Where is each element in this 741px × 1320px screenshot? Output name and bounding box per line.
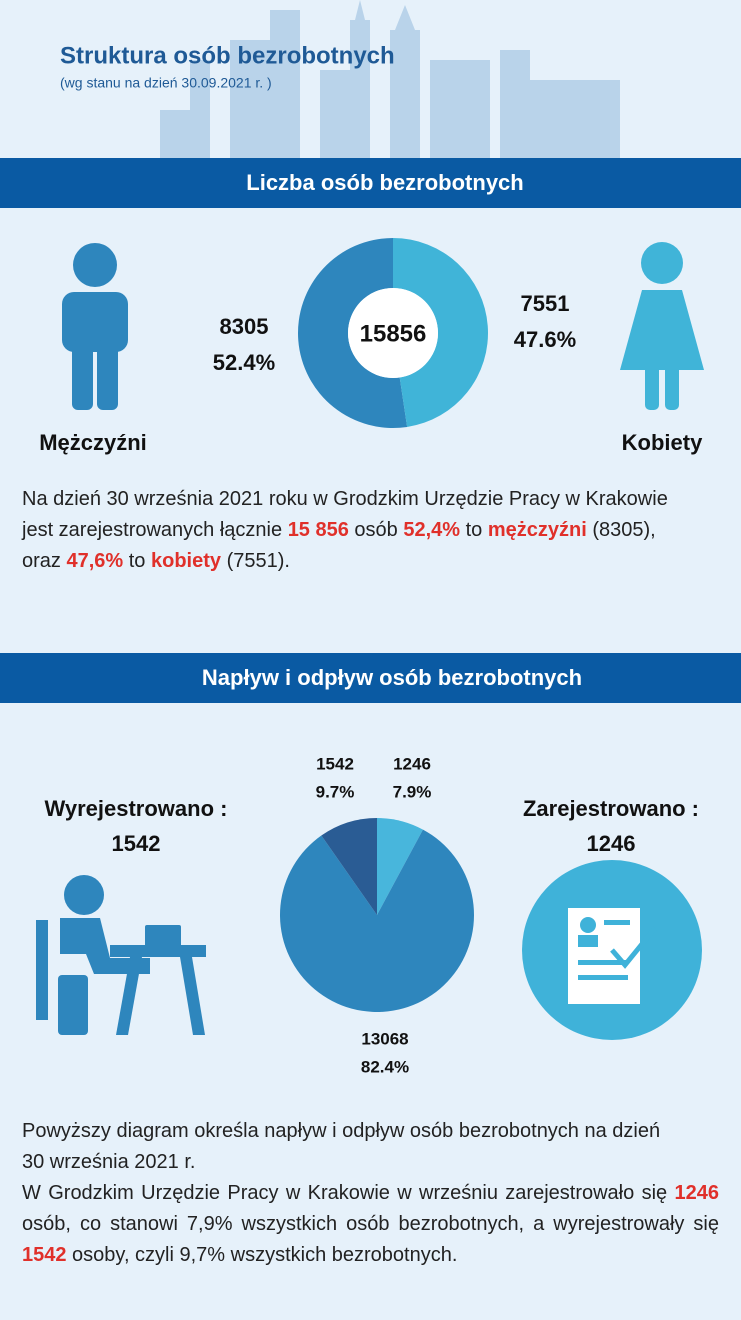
percent-label: 7.9% (393, 783, 432, 802)
flow-value: 1542 (112, 831, 161, 856)
percent-label: 47.6% (514, 327, 576, 352)
slice (297, 238, 408, 429)
man-icon (62, 243, 128, 410)
percent-label: 82.4% (361, 1058, 409, 1077)
text: to (460, 519, 488, 541)
woman-icon (620, 242, 704, 410)
donut-hole (348, 288, 438, 378)
banner (0, 158, 741, 208)
total-label: 15856 (360, 320, 427, 347)
highlight-text: 47,6% (66, 550, 124, 572)
category-label: Kobiety (622, 430, 703, 455)
paragraph: Na dzień 30 września 2021 roku w Grodzki… (22, 484, 682, 577)
slice (280, 829, 475, 1012)
value-label: 13068 (361, 1029, 408, 1048)
value-label: 1542 (316, 754, 354, 773)
flow-value: 1246 (587, 831, 636, 856)
title: Struktura osób bezrobotnych (60, 42, 395, 69)
flow-label: Zarejestrowano : (523, 796, 699, 821)
slice (377, 818, 423, 915)
flow-label: Wyrejestrowano : (45, 796, 228, 821)
text: osób (348, 519, 404, 541)
slice (321, 818, 377, 915)
register-icon (522, 860, 702, 1040)
paragraph: Powyższy diagram określa napływ i odpływ… (22, 1116, 719, 1271)
desk-icon (36, 875, 206, 1035)
section-title: Napływ i odpływ osób bezrobotnych (202, 665, 582, 690)
text: W Grodzkim Urzędzie Pracy w Krakowie w w… (22, 1182, 675, 1204)
highlight-text: 1246 (674, 1182, 720, 1204)
value-label: 8305 (220, 314, 269, 339)
skyline (160, 0, 620, 158)
section-title: Liczba osób bezrobotnych (246, 170, 523, 195)
value-label: 7551 (521, 291, 570, 316)
highlight-text: 52,4% (403, 519, 461, 541)
value-label: 1246 (393, 754, 431, 773)
paragraph-body: W Grodzkim Urzędzie Pracy w Krakowie w w… (22, 1178, 719, 1271)
text: to (123, 550, 151, 572)
percent-label: 52.4% (213, 350, 275, 375)
banner (0, 653, 741, 703)
text: (7551). (221, 550, 290, 572)
text: Na dzień 30 września 2021 roku w Grodzki… (22, 488, 668, 541)
category-label: Mężczyźni (39, 430, 147, 455)
text: osoby, czyli 9,7% wszystkich bezrobotnyc… (66, 1244, 458, 1266)
highlight-text: 1542 (22, 1244, 67, 1266)
paragraph-intro: Powyższy diagram określa napływ i odpływ… (22, 1120, 661, 1173)
percent-label: 9.7% (316, 783, 355, 802)
slice (393, 238, 488, 427)
subtitle: (wg stanu na dzień 30.09.2021 r. ) (60, 75, 272, 91)
text: osób, co stanowi 7,9% wszystkich osób be… (22, 1213, 719, 1235)
highlight-text: mężczyźni (487, 519, 587, 541)
highlight-text: 15 856 (287, 519, 349, 541)
text: (8305), oraz (22, 519, 656, 572)
highlight-text: kobiety (150, 550, 222, 572)
